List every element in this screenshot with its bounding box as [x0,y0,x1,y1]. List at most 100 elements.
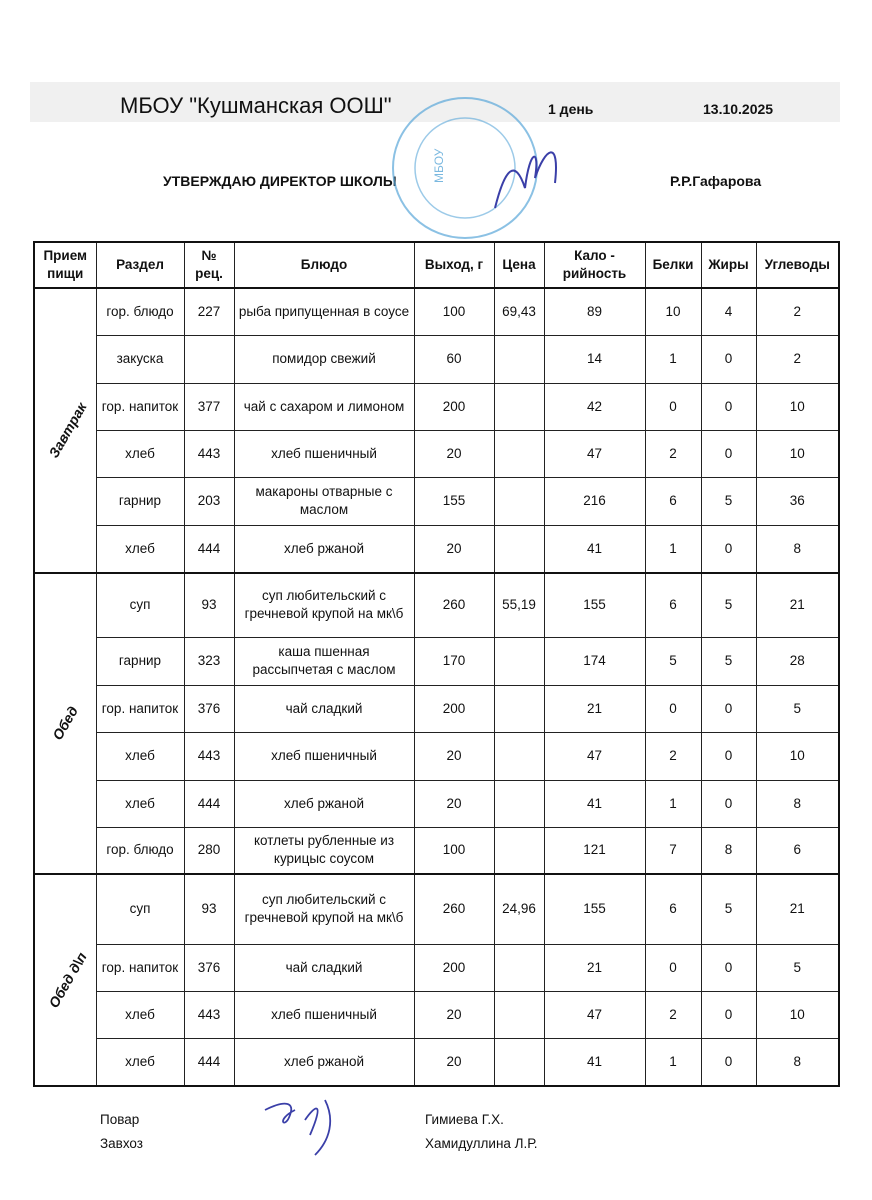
table-cell: 1 [644,334,702,384]
school-name: МБОУ "Кушманская ООШ" [120,93,392,118]
meal-label: Обед д\п [45,949,90,1010]
table-row: хлеб 443 хлеб пшеничный 20 47 2 0 10 [34,429,840,478]
table-cell [493,826,545,875]
table-cell: гарнир [95,636,185,686]
table-cell: хлеб [95,1037,185,1087]
table-row: хлеб 443 хлеб пшеничный 20 47 2 0 10 [34,990,840,1039]
table-cell: гор. блюдо [95,826,185,875]
table-cell: 200 [413,684,495,733]
table-cell: 444 [183,1037,235,1087]
table-row: гарнир 203 макароны отварные с маслом 155 21… [34,476,840,526]
table-cell: 47 [543,731,646,781]
table-cell: 6 [755,826,840,875]
table-cell: 89 [543,287,646,336]
table-cell: 5 [644,636,702,686]
table-cell: 8 [755,524,840,574]
table-cell: 0 [700,1037,757,1087]
table-cell: хлеб ржаной [233,779,415,828]
table-cell [493,990,545,1039]
table-cell: 7 [644,826,702,875]
table-cell: 47 [543,429,646,478]
meal-cell: Завтрак [33,287,97,574]
menu-table: Прием пищи Раздел № рец. Блюдо Выход, г Цена К… [33,241,840,1087]
table-cell: 5 [755,943,840,992]
table-cell: 444 [183,779,235,828]
table-cell: 280 [183,826,235,875]
column-header: Прием пищи [33,241,97,289]
table-cell: 2 [755,334,840,384]
table-cell: 200 [413,943,495,992]
table-cell: 55,19 [493,572,545,638]
table-cell: 20 [413,429,495,478]
table-cell [493,943,545,992]
table-cell: хлеб [95,429,185,478]
table-cell: 10 [755,731,840,781]
table-cell: 6 [644,572,702,638]
table-row: Обед суп 93 суп любительский с гречневой кр… [33,572,840,875]
table-row: хлеб 444 хлеб ржаной 20 41 1 0 8 [34,779,840,828]
svg-text:МБОУ: МБОУ [432,148,446,183]
table-cell [183,334,235,384]
table-cell: 20 [413,731,495,781]
table-cell: 42 [543,382,646,431]
table-cell: 323 [183,636,235,686]
table-cell: 1 [644,779,702,828]
table-cell [493,1037,545,1087]
menu-date: 13.10.2025 [703,101,774,117]
table-cell: 28 [755,636,840,686]
table-cell: 10 [755,990,840,1039]
table-cell: 8 [700,826,757,875]
table-cell: чай сладкий [233,943,415,992]
column-header: № рец. [183,241,235,289]
table-cell: 5 [700,873,757,945]
table-cell: 0 [700,429,757,478]
table-cell: 20 [413,524,495,574]
table-cell: 2 [644,731,702,781]
column-header: Кало - рийность [543,241,646,289]
table-cell: 41 [543,524,646,574]
table-cell: хлеб ржаной [233,524,415,574]
table-cell: хлеб пшеничный [233,990,415,1039]
table-cell [493,636,545,686]
table-cell: хлеб пшеничный [233,429,415,478]
table-cell: 227 [183,287,235,336]
table-cell: 60 [413,334,495,384]
cook-label: Повар [100,1112,140,1127]
meal-label: Завтрак [45,399,90,461]
director-signature [494,151,557,209]
table-cell: суп любительский с гречневой крупой на м… [233,572,415,638]
table-row: хлеб 444 хлеб ржаной 20 41 1 0 8 [34,524,840,574]
table-cell: 100 [413,287,495,336]
table-cell: 0 [700,334,757,384]
table-cell: котлеты рубленные из курицыс соусом [233,826,415,875]
table-cell: 0 [700,990,757,1039]
table-row: закуска помидор свежий 60 14 1 0 2 [34,334,840,384]
table-cell: хлеб [95,524,185,574]
table-cell: 0 [644,684,702,733]
table-cell: гор. напиток [95,943,185,992]
table-cell: суп [95,572,185,638]
table-cell [493,779,545,828]
table-cell: 155 [413,476,495,526]
table-cell: помидор свежий [233,334,415,384]
table-cell: каша пшенная рассыпчетая с маслом [233,636,415,686]
table-cell: 443 [183,731,235,781]
table-cell: 443 [183,990,235,1039]
table-cell: суп [95,873,185,945]
column-header: Жиры [700,241,757,289]
table-cell: макароны отварные с маслом [233,476,415,526]
table-cell: 260 [413,873,495,945]
manager-label: Завхоз [100,1136,143,1151]
header-band [30,82,840,122]
table-cell: гор. напиток [95,684,185,733]
table-row: хлеб 443 хлеб пшеничный 20 47 2 0 10 [34,731,840,781]
table-row: гор. напиток 376 чай сладкий 200 21 0 0 5 [34,684,840,733]
table-cell [493,731,545,781]
table-cell: хлеб [95,779,185,828]
table-cell: 0 [700,684,757,733]
approval-label: УТВЕРЖДАЮ ДИРЕКТОР ШКОЛЫ [163,173,397,189]
table-cell: 377 [183,382,235,431]
column-header: Углеводы [755,241,840,289]
table-cell: хлеб [95,731,185,781]
table-cell: 14 [543,334,646,384]
